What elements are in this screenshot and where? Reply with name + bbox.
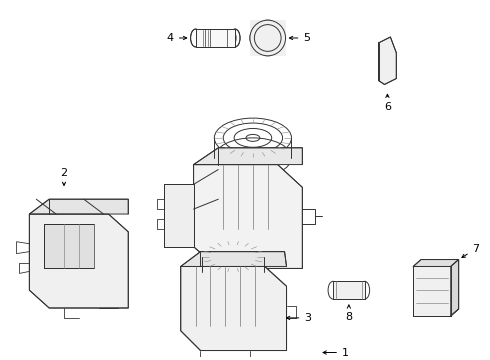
Text: 6: 6	[384, 94, 391, 112]
Text: 3: 3	[287, 313, 311, 323]
Polygon shape	[413, 266, 451, 316]
Text: 4: 4	[167, 33, 187, 43]
Polygon shape	[196, 29, 235, 47]
Polygon shape	[29, 214, 128, 308]
Polygon shape	[194, 165, 302, 269]
Polygon shape	[379, 37, 396, 85]
Polygon shape	[413, 260, 459, 266]
Polygon shape	[29, 199, 128, 214]
Polygon shape	[181, 252, 287, 266]
Text: 8: 8	[345, 305, 352, 322]
Polygon shape	[194, 148, 302, 165]
Text: 1: 1	[323, 347, 349, 357]
Polygon shape	[250, 20, 286, 56]
Polygon shape	[451, 260, 459, 316]
Polygon shape	[196, 29, 235, 47]
Text: 7: 7	[462, 244, 480, 257]
Polygon shape	[44, 224, 94, 269]
Text: 5: 5	[290, 33, 310, 43]
Polygon shape	[164, 184, 194, 247]
Polygon shape	[181, 266, 287, 351]
Polygon shape	[333, 281, 365, 299]
Text: 2: 2	[60, 167, 68, 185]
